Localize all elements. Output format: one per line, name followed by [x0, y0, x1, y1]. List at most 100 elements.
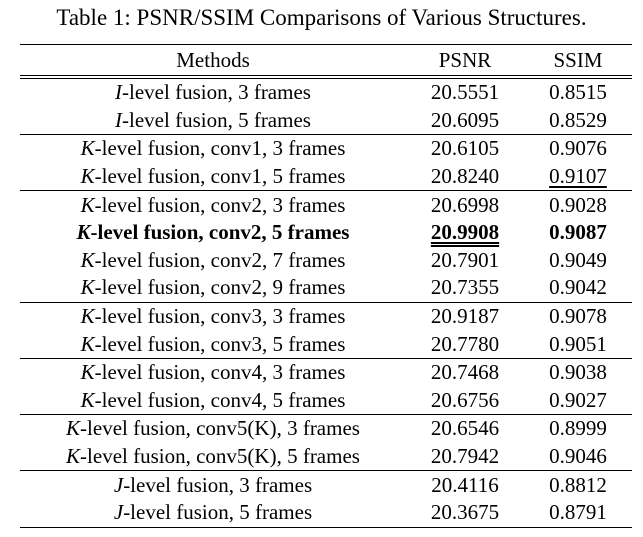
method-level-symbol: K	[80, 192, 95, 217]
psnr-value: 20.6095	[430, 107, 500, 132]
method-cell: K-level fusion, conv3, 3 frames	[20, 301, 406, 331]
table-row: K-level fusion, conv3, 5 frames 20.7780 0.…	[20, 330, 632, 358]
psnr-value: 20.8240	[430, 164, 500, 189]
ssim-value: 0.9038	[549, 360, 607, 385]
method-cell: K-level fusion, conv1, 5 frames	[20, 163, 406, 191]
psnr-cell: 20.5551	[406, 77, 524, 107]
method-level-symbol: J	[113, 472, 124, 497]
ssim-value: 0.8812	[549, 472, 607, 497]
table-row: K-level fusion, conv2, 9 frames 20.7355 0.…	[20, 274, 632, 302]
psnr-value: 20.7942	[430, 444, 500, 469]
method-description: -level fusion, 5 frames	[122, 107, 311, 132]
ssim-value: 0.9049	[549, 247, 607, 272]
table-row: J-level fusion, 5 frames 20.3675 0.8791	[20, 498, 632, 528]
ssim-value: 0.8791	[549, 500, 607, 525]
table-row: K-level fusion, conv2, 3 frames 20.6998 0.…	[20, 190, 632, 219]
header-ssim: SSIM	[524, 44, 632, 79]
method-level-symbol: K	[80, 331, 95, 356]
ssim-cell: 0.8529	[524, 107, 632, 135]
row-group: I-level fusion, 3 frames 20.5551 0.8515 I-l…	[20, 77, 632, 135]
ssim-value: 0.9042	[549, 275, 607, 300]
ssim-cell: 0.8999	[524, 414, 632, 443]
method-description: -level fusion, 3 frames	[122, 80, 311, 105]
method-description: -level fusion, conv4, 5 frames	[94, 387, 346, 412]
method-cell: K-level fusion, conv2, 5 frames	[20, 219, 406, 247]
ssim-cell: 0.9078	[524, 301, 632, 331]
psnr-value: 20.7780	[430, 331, 500, 356]
ssim-cell: 0.9076	[524, 134, 632, 163]
psnr-cell: 20.9187	[406, 301, 524, 331]
ssim-value: 0.8999	[549, 416, 607, 441]
ssim-cell: 0.9107	[524, 163, 632, 191]
psnr-value: 20.3675	[430, 500, 500, 525]
ssim-cell: 0.9051	[524, 330, 632, 358]
method-level-symbol: K	[80, 387, 95, 412]
psnr-cell: 20.4116	[406, 470, 524, 499]
row-group: K-level fusion, conv5(K), 3 frames 20.654…	[20, 414, 632, 471]
method-cell: J-level fusion, 3 frames	[20, 470, 406, 499]
psnr-value: 20.7901	[430, 247, 500, 272]
row-group: K-level fusion, conv1, 3 frames 20.6105 0.…	[20, 134, 632, 191]
method-description: -level fusion, conv5(K), 5 frames	[80, 444, 360, 469]
method-description: -level fusion, conv2, 9 frames	[94, 275, 346, 300]
table-row: K-level fusion, conv2, 5 frames 20.9908 0.…	[20, 219, 632, 247]
table-row: K-level fusion, conv1, 5 frames 20.8240 0.…	[20, 163, 632, 191]
method-description: -level fusion, 3 frames	[123, 472, 313, 497]
row-group: K-level fusion, conv3, 3 frames 20.9187 0.…	[20, 301, 632, 358]
psnr-value: 20.7468	[430, 360, 500, 385]
psnr-cell: 20.6095	[406, 107, 524, 135]
psnr-cell: 20.3675	[406, 498, 524, 528]
ssim-value: 0.9087	[549, 220, 607, 245]
method-cell: J-level fusion, 5 frames	[20, 498, 406, 528]
method-cell: K-level fusion, conv4, 5 frames	[20, 387, 406, 415]
ssim-value: 0.9046	[549, 444, 607, 469]
method-cell: K-level fusion, conv5(K), 3 frames	[20, 414, 406, 443]
method-cell: K-level fusion, conv3, 5 frames	[20, 330, 406, 358]
table-row: K-level fusion, conv5(K), 3 frames 20.654…	[20, 414, 632, 443]
method-description: -level fusion, conv3, 5 frames	[94, 331, 346, 356]
psnr-cell: 20.7780	[406, 330, 524, 358]
psnr-value: 20.4116	[431, 472, 499, 497]
ssim-value: 0.9051	[549, 331, 607, 356]
psnr-cell: 20.6756	[406, 387, 524, 415]
ssim-value: 0.9107	[549, 164, 607, 189]
psnr-cell: 20.7942	[406, 443, 524, 471]
ssim-cell: 0.8812	[524, 470, 632, 499]
method-level-symbol: K	[80, 164, 95, 189]
ssim-cell: 0.9046	[524, 443, 632, 471]
psnr-cell: 20.7355	[406, 274, 524, 302]
method-cell: K-level fusion, conv5(K), 5 frames	[20, 443, 406, 471]
row-group: K-level fusion, conv4, 3 frames 20.7468 0.…	[20, 357, 632, 415]
method-description: -level fusion, conv3, 3 frames	[94, 304, 346, 329]
results-table: Methods PSNR SSIM I-level fusion, 3 fram…	[20, 44, 632, 528]
ssim-value: 0.8529	[549, 107, 607, 132]
method-description: -level fusion, conv2, 5 frames	[90, 220, 350, 245]
table-row: K-level fusion, conv3, 3 frames 20.9187 0.…	[20, 301, 632, 331]
method-level-symbol: I	[115, 80, 123, 105]
ssim-cell: 0.9049	[524, 247, 632, 275]
method-cell: K-level fusion, conv2, 7 frames	[20, 247, 406, 275]
table-row: I-level fusion, 5 frames 20.6095 0.8529	[20, 107, 632, 135]
ssim-value: 0.9028	[549, 192, 607, 217]
psnr-cell: 20.9908	[406, 219, 524, 247]
method-level-symbol: K	[80, 275, 95, 300]
psnr-cell: 20.6998	[406, 190, 524, 219]
ssim-value: 0.9027	[549, 387, 607, 412]
psnr-value: 20.6546	[430, 416, 500, 441]
method-level-symbol: K	[80, 247, 95, 272]
method-cell: K-level fusion, conv1, 3 frames	[20, 134, 406, 163]
ssim-cell: 0.9042	[524, 274, 632, 302]
method-level-symbol: I	[115, 107, 123, 132]
ssim-cell: 0.9038	[524, 357, 632, 387]
method-description: -level fusion, conv5(K), 3 frames	[80, 416, 360, 441]
psnr-value: 20.5551	[430, 80, 500, 105]
method-level-symbol: K	[66, 416, 81, 441]
ssim-cell: 0.8515	[524, 77, 632, 107]
table-row: J-level fusion, 3 frames 20.4116 0.8812	[20, 470, 632, 499]
ssim-cell: 0.9087	[524, 219, 632, 247]
method-description: -level fusion, conv2, 7 frames	[94, 247, 346, 272]
psnr-value: 20.6756	[430, 387, 500, 412]
table-header-row: Methods PSNR SSIM	[20, 44, 632, 79]
psnr-value: 20.9187	[430, 304, 500, 329]
